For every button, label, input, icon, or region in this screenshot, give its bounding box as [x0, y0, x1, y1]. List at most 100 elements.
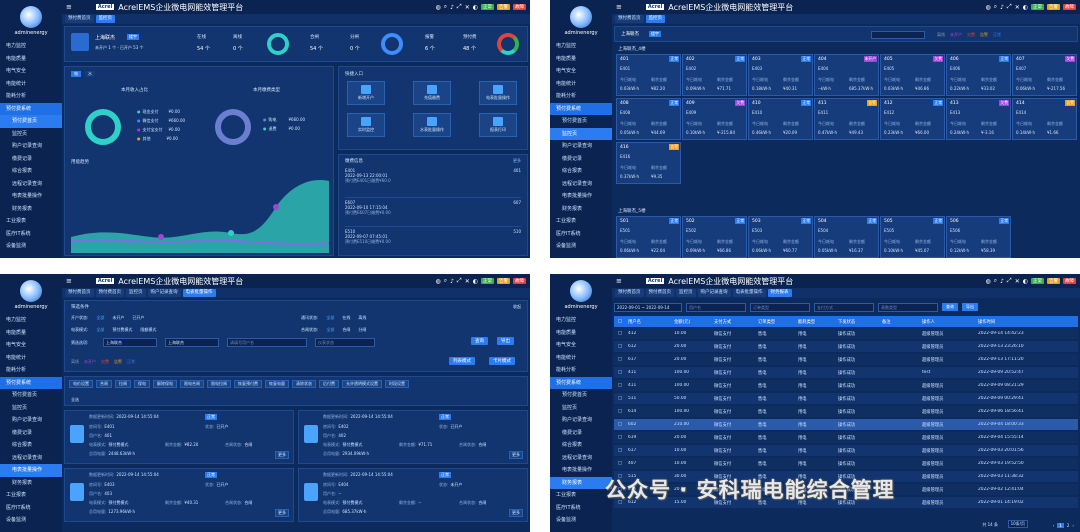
meter-card[interactable]: 404 未开户 E404 今日耗电 剩余金额 --kW·h 685.37kW·h	[814, 54, 879, 96]
column-header[interactable]: 操作人	[922, 319, 935, 325]
globe-icon[interactable]: ◍	[435, 3, 441, 11]
tab[interactable]: 预付费首页	[65, 289, 94, 297]
close-icon[interactable]: ✕	[464, 277, 470, 285]
search-icon[interactable]: ⌕	[993, 3, 998, 10]
nav-item[interactable]: 购户记录查询	[562, 417, 593, 423]
table-row[interactable]: □ 407 10.00 微信支付 售电 用电 操作成功 超级管理员 2022-09-03 19:…	[614, 458, 1078, 469]
column-header[interactable]: 操作时间	[978, 319, 996, 325]
fullscreen-icon[interactable]: ⤢	[456, 277, 462, 284]
op-button[interactable]: 限电拉闸	[207, 380, 231, 388]
table-row[interactable]: □ 614 100.00 微信支付 售电 用电 操作成功 超级管理员 2022-09-06 18…	[614, 406, 1078, 417]
more-button[interactable]: 更多	[509, 451, 523, 459]
nav-item[interactable]: 预付费首页	[0, 115, 62, 128]
row-checkbox[interactable]: □	[617, 461, 623, 466]
meter-card[interactable]: 408 正常 E408 今日耗电 剩余金额 0.05kW·h ¥44.69	[616, 98, 681, 140]
nav-item[interactable]: 综合报表	[562, 442, 583, 448]
row-checkbox[interactable]: □	[617, 474, 623, 479]
search-button[interactable]: 查询	[471, 337, 488, 345]
tab-active[interactable]: 财务报表	[767, 289, 792, 297]
collapse-button[interactable]: 收起	[513, 304, 521, 309]
column-header[interactable]: 订单类型	[758, 319, 776, 325]
status-fault-badge[interactable]: 故障	[1063, 278, 1076, 284]
nav-item[interactable]: 电气安全	[6, 68, 27, 74]
tab[interactable]: 预付费首页	[65, 15, 94, 23]
list-mode-button[interactable]: 列表模式	[449, 357, 475, 365]
page-size-select[interactable]: 10条/页	[1007, 520, 1028, 528]
op-button[interactable]: 限电合闸	[180, 380, 204, 388]
row-checkbox[interactable]: □	[617, 409, 623, 414]
select-all-checkbox[interactable]: 全选	[71, 397, 79, 402]
table-row[interactable]: □ 617 10.00 微信支付 售电 用电 操作成功 超级管理员 2022-09-03 20:…	[614, 445, 1078, 456]
nav-item[interactable]: 预付费首页	[562, 392, 588, 398]
nav-item[interactable]: 能耗分析	[6, 93, 27, 99]
nav-item[interactable]: 财务报表	[562, 205, 583, 212]
op-button[interactable]: 恢复电量	[265, 380, 289, 388]
fullscreen-icon[interactable]: ⤢	[1006, 3, 1012, 10]
fullscreen-icon[interactable]: ⤢	[456, 3, 462, 10]
select-all-checkbox[interactable]: □	[617, 319, 623, 324]
nav-item[interactable]: 远程记录查询	[562, 454, 593, 461]
export-button[interactable]: 导出	[962, 303, 978, 311]
op-button[interactable]: 拉闸	[115, 380, 131, 388]
nav-item[interactable]: 电能质量	[556, 329, 577, 336]
meter-card[interactable]: 411 告警 E411 今日耗电 剩余金额 0.47kW·h ¥49.43	[814, 98, 879, 140]
nav-item[interactable]: 工业报表	[556, 218, 577, 224]
nav-item[interactable]: 预付费系统	[550, 376, 612, 389]
op-button[interactable]: 合闸	[96, 380, 112, 388]
meter-state-select[interactable]: 仪表状态	[315, 338, 375, 347]
op-button[interactable]: 恢复预付费	[234, 380, 262, 388]
close-icon[interactable]: ✕	[1014, 277, 1020, 285]
nav-item[interactable]: 电表批量操作	[562, 193, 593, 199]
nav-item[interactable]: 电气安全	[556, 68, 577, 74]
table-row[interactable]: □ 412 10.00 微信支付 售电 用电 操作成功 超级管理员 2022-09-14 14:…	[614, 328, 1078, 339]
op-button[interactable]: 保电	[134, 380, 150, 388]
table-row[interactable]: □ 612 15.00 微信支付 售电 用电 操作成功 超级管理员 2022-09-01 14:…	[614, 497, 1078, 508]
meter-card[interactable]: 501 正常 E501 今日耗电 剩余金额 0.06kW·h ¥22.04	[616, 216, 681, 258]
meter-card[interactable]: 403 正常 E403 今日耗电 剩余金额 0.18kW·h ¥40.31	[748, 54, 813, 96]
avatar[interactable]	[20, 280, 42, 302]
meter-detail-card[interactable]: 数据更新时间: 2022-09-14 14:55:04 正常 房间号: E404 状态: 未…	[298, 468, 528, 522]
quick-recharge-button[interactable]: 充值缴费	[413, 81, 451, 105]
meter-card[interactable]: 413 欠费 E413 今日耗电 剩余金额 0.24kW·h ¥-3.16	[946, 98, 1011, 140]
meter-card[interactable]: 506 正常 E506 今日耗电 剩余金额 0.12kW·h ¥58.39	[946, 216, 1011, 258]
nav-item[interactable]: 财务报表	[12, 205, 33, 212]
globe-icon[interactable]: ◍	[435, 277, 441, 285]
nav-item[interactable]: 购户记录查询	[12, 417, 43, 423]
meter-card[interactable]: 409 欠费 E409 今日耗电 剩余金额 0.10kW·h ¥-215.84	[682, 98, 747, 140]
table-row[interactable]: □ 411 100.00 微信支付 售电 用电 操作成功 test 2022-09-09 20:…	[614, 367, 1078, 378]
close-icon[interactable]: ✕	[1014, 3, 1020, 11]
table-row[interactable]: □ 411 100.00 微信支付 售电 用电 操作成功 超级管理员 2022-09-09 08…	[614, 380, 1078, 391]
op-button[interactable]: 清除状态	[292, 380, 316, 388]
search-icon[interactable]: ⌕	[443, 277, 448, 284]
meter-card[interactable]: 412 正常 E412 今日耗电 剩余金额 0.23kW·h ¥66.00	[880, 98, 945, 140]
building-select[interactable]: 上海联杰	[103, 338, 157, 347]
avatar[interactable]	[20, 6, 42, 28]
nav-item[interactable]: 缴费记录	[562, 429, 583, 436]
row-checkbox[interactable]: □	[617, 422, 623, 427]
column-header[interactable]: 支付方式	[714, 319, 732, 325]
quick-monitor-button[interactable]: 实时监控	[347, 113, 385, 137]
status-normal-badge[interactable]: 正常	[481, 4, 494, 10]
sound-icon[interactable]: ♪	[450, 277, 454, 285]
nav-item[interactable]: 能耗分析	[6, 367, 27, 373]
news-item[interactable]: E607 607 2022-09-10 17:15:04 预付费E607已缴费¥0…	[345, 197, 521, 216]
status-normal-badge[interactable]: 正常	[481, 278, 494, 284]
tab[interactable]: 预付费首页	[615, 289, 644, 297]
page-2-button[interactable]: 2	[1066, 523, 1070, 528]
nav-item[interactable]: 综合报表	[12, 442, 33, 448]
nav-item[interactable]: 工业报表	[6, 492, 27, 498]
column-header[interactable]: 用户名	[628, 319, 641, 325]
nav-item[interactable]: 能耗分析	[556, 93, 577, 99]
status-normal-badge[interactable]: 正常	[1031, 278, 1044, 284]
meter-detail-card[interactable]: 数据更新时间: 2022-09-14 14:55:04 正常 房间号: E401 状态: 已…	[64, 410, 294, 464]
meter-type-select[interactable]: 表数类型	[878, 302, 938, 312]
column-header[interactable]: 下发状态	[838, 319, 856, 325]
table-row[interactable]: □ 511 50.00 微信支付 售电 用电 操作成功 超级管理员 2022-09-09 00:…	[614, 393, 1078, 404]
theme-icon[interactable]: ◐	[472, 277, 478, 285]
status-warn-badge[interactable]: 告警	[1047, 4, 1060, 10]
more-button[interactable]: 更多	[509, 509, 523, 517]
meter-card[interactable]: 505 正常 E505 今日耗电 剩余金额 0.10kW·h ¥45.07	[880, 216, 945, 258]
row-checkbox[interactable]: □	[617, 487, 623, 492]
nav-item[interactable]: 综合报表	[562, 168, 583, 174]
floor-select[interactable]: 上海联杰	[165, 338, 219, 347]
